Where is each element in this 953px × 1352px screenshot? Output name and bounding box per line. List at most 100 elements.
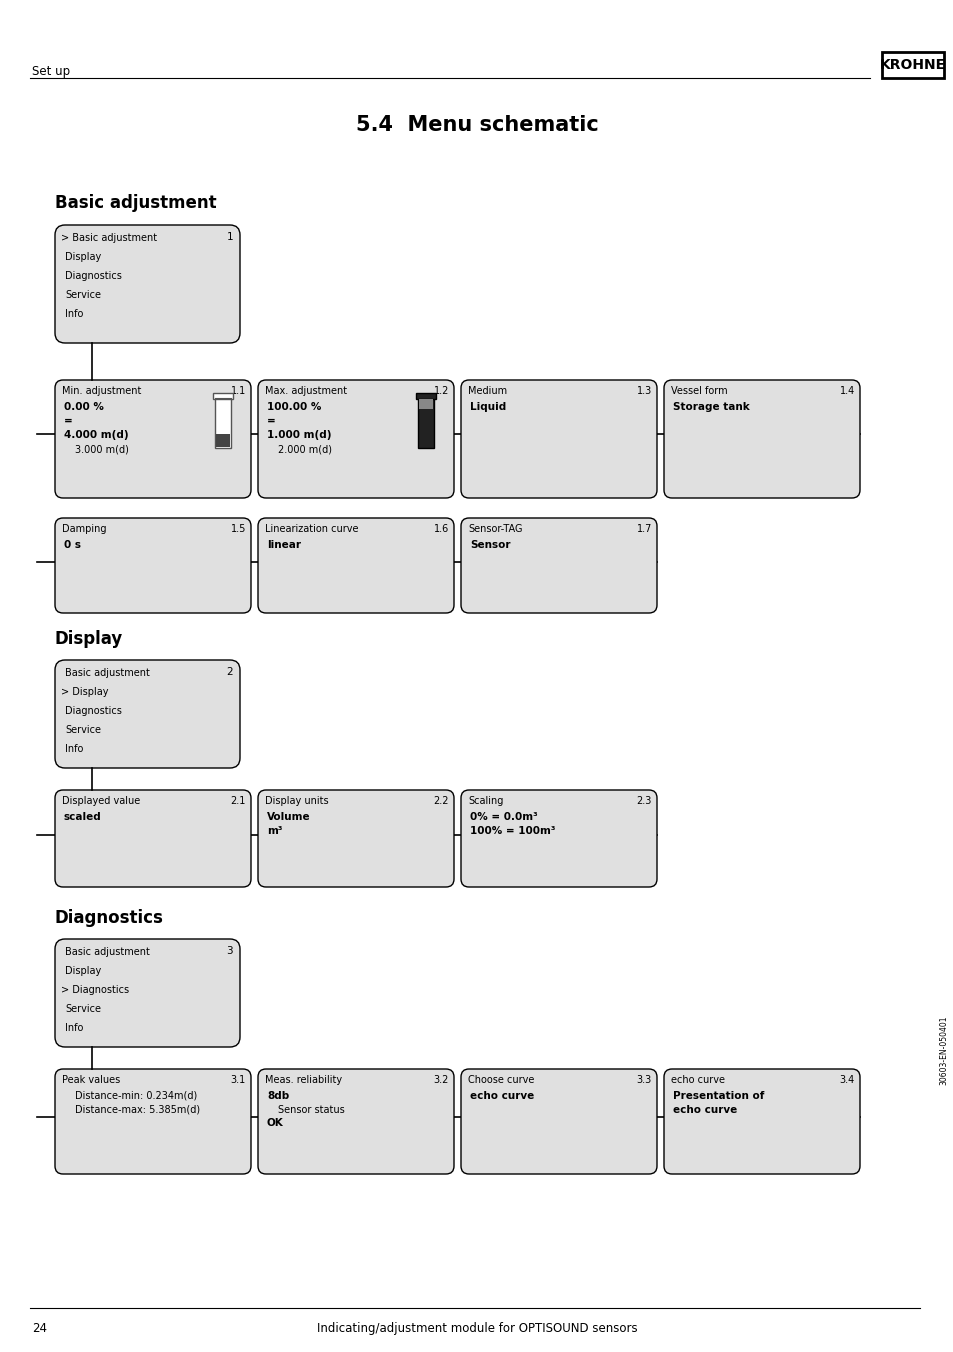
Text: 3.3: 3.3 <box>636 1075 651 1086</box>
Text: 1.3: 1.3 <box>636 387 651 396</box>
Text: =: = <box>267 416 275 426</box>
Text: Scaling: Scaling <box>468 796 503 806</box>
FancyBboxPatch shape <box>663 380 859 498</box>
Bar <box>418 399 433 410</box>
Bar <box>214 397 231 448</box>
Text: Diagnostics: Diagnostics <box>65 706 122 717</box>
Text: 3.2: 3.2 <box>434 1075 449 1086</box>
Text: 30603-EN-050401: 30603-EN-050401 <box>939 1015 947 1084</box>
Text: Volume: Volume <box>267 813 311 822</box>
Text: 0.00 %: 0.00 % <box>64 402 104 412</box>
Text: 3: 3 <box>226 946 233 956</box>
Text: 1.5: 1.5 <box>231 525 246 534</box>
Text: Sensor status: Sensor status <box>277 1105 344 1115</box>
Text: Set up: Set up <box>32 65 71 78</box>
FancyBboxPatch shape <box>663 1069 859 1174</box>
Text: Distance-max: 5.385m(d): Distance-max: 5.385m(d) <box>75 1105 200 1114</box>
Text: Diagnostics: Diagnostics <box>65 270 122 281</box>
Text: Info: Info <box>65 1023 83 1033</box>
Text: Indicating/adjustment module for OPTISOUND sensors: Indicating/adjustment module for OPTISOU… <box>316 1322 637 1334</box>
Text: Info: Info <box>65 310 83 319</box>
Text: Displayed value: Displayed value <box>62 796 140 806</box>
Text: Service: Service <box>65 289 101 300</box>
FancyBboxPatch shape <box>460 518 657 612</box>
Text: 1.2: 1.2 <box>434 387 449 396</box>
Text: Basic adjustment: Basic adjustment <box>65 946 150 957</box>
Text: 24: 24 <box>32 1322 47 1334</box>
Text: scaled: scaled <box>64 813 102 822</box>
Text: Diagnostics: Diagnostics <box>55 909 164 927</box>
Text: 2.3: 2.3 <box>636 796 651 806</box>
Text: > Basic adjustment: > Basic adjustment <box>61 233 157 243</box>
Text: Display: Display <box>65 251 101 262</box>
Text: 2.000 m(d): 2.000 m(d) <box>277 443 332 454</box>
Text: Choose curve: Choose curve <box>468 1075 534 1086</box>
FancyBboxPatch shape <box>55 940 240 1046</box>
Text: 0% = 0.0m³: 0% = 0.0m³ <box>470 813 537 822</box>
Text: 1.6: 1.6 <box>434 525 449 534</box>
FancyBboxPatch shape <box>55 1069 251 1174</box>
FancyBboxPatch shape <box>257 790 454 887</box>
Text: > Display: > Display <box>61 687 109 698</box>
Text: 2: 2 <box>226 667 233 677</box>
FancyBboxPatch shape <box>257 380 454 498</box>
Text: 1: 1 <box>226 233 233 242</box>
FancyBboxPatch shape <box>460 790 657 887</box>
Text: echo curve: echo curve <box>470 1091 534 1101</box>
Bar <box>215 434 230 448</box>
Text: Presentation of: Presentation of <box>672 1091 763 1101</box>
Text: 100% = 100m³: 100% = 100m³ <box>470 826 555 836</box>
Text: Service: Service <box>65 1005 101 1014</box>
Text: Storage tank: Storage tank <box>672 402 749 412</box>
Bar <box>213 393 233 399</box>
Text: echo curve: echo curve <box>672 1105 737 1115</box>
Text: 5.4  Menu schematic: 5.4 Menu schematic <box>355 115 598 135</box>
FancyBboxPatch shape <box>55 380 251 498</box>
Text: linear: linear <box>267 539 301 550</box>
Text: Min. adjustment: Min. adjustment <box>62 387 141 396</box>
FancyBboxPatch shape <box>460 1069 657 1174</box>
Text: Medium: Medium <box>468 387 507 396</box>
FancyBboxPatch shape <box>460 380 657 498</box>
Text: Max. adjustment: Max. adjustment <box>265 387 347 396</box>
Text: 3.4: 3.4 <box>839 1075 854 1086</box>
FancyBboxPatch shape <box>55 518 251 612</box>
Text: 2.2: 2.2 <box>433 796 449 806</box>
Text: Sensor: Sensor <box>470 539 510 550</box>
Text: Liquid: Liquid <box>470 402 506 412</box>
Text: Display units: Display units <box>265 796 328 806</box>
Text: KROHNE: KROHNE <box>879 58 945 72</box>
Text: m³: m³ <box>267 826 282 836</box>
Text: Display: Display <box>65 965 101 976</box>
Text: 3.000 m(d): 3.000 m(d) <box>75 443 129 454</box>
Bar <box>417 397 434 448</box>
Text: =: = <box>64 416 72 426</box>
FancyBboxPatch shape <box>55 224 240 343</box>
Text: Meas. reliability: Meas. reliability <box>265 1075 342 1086</box>
Text: > Diagnostics: > Diagnostics <box>61 986 129 995</box>
Text: OK: OK <box>267 1118 283 1128</box>
Text: 2.1: 2.1 <box>231 796 246 806</box>
FancyBboxPatch shape <box>55 790 251 887</box>
Text: Basic adjustment: Basic adjustment <box>65 668 150 677</box>
FancyBboxPatch shape <box>257 518 454 612</box>
Text: Linearization curve: Linearization curve <box>265 525 358 534</box>
Text: Display: Display <box>55 630 123 648</box>
Text: Damping: Damping <box>62 525 107 534</box>
Text: Vessel form: Vessel form <box>670 387 727 396</box>
Text: Sensor-TAG: Sensor-TAG <box>468 525 522 534</box>
Text: Distance-min: 0.234m(d): Distance-min: 0.234m(d) <box>75 1091 197 1101</box>
Text: 100.00 %: 100.00 % <box>267 402 321 412</box>
Bar <box>882 51 943 78</box>
Text: Service: Service <box>65 725 101 735</box>
Text: echo curve: echo curve <box>670 1075 724 1086</box>
FancyBboxPatch shape <box>257 1069 454 1174</box>
FancyBboxPatch shape <box>55 660 240 768</box>
Text: 8db: 8db <box>267 1091 289 1101</box>
Text: Info: Info <box>65 744 83 754</box>
Text: 3.1: 3.1 <box>231 1075 246 1086</box>
Text: Peak values: Peak values <box>62 1075 120 1086</box>
Text: 1.1: 1.1 <box>231 387 246 396</box>
Text: 0 s: 0 s <box>64 539 81 550</box>
Text: 1.7: 1.7 <box>636 525 651 534</box>
